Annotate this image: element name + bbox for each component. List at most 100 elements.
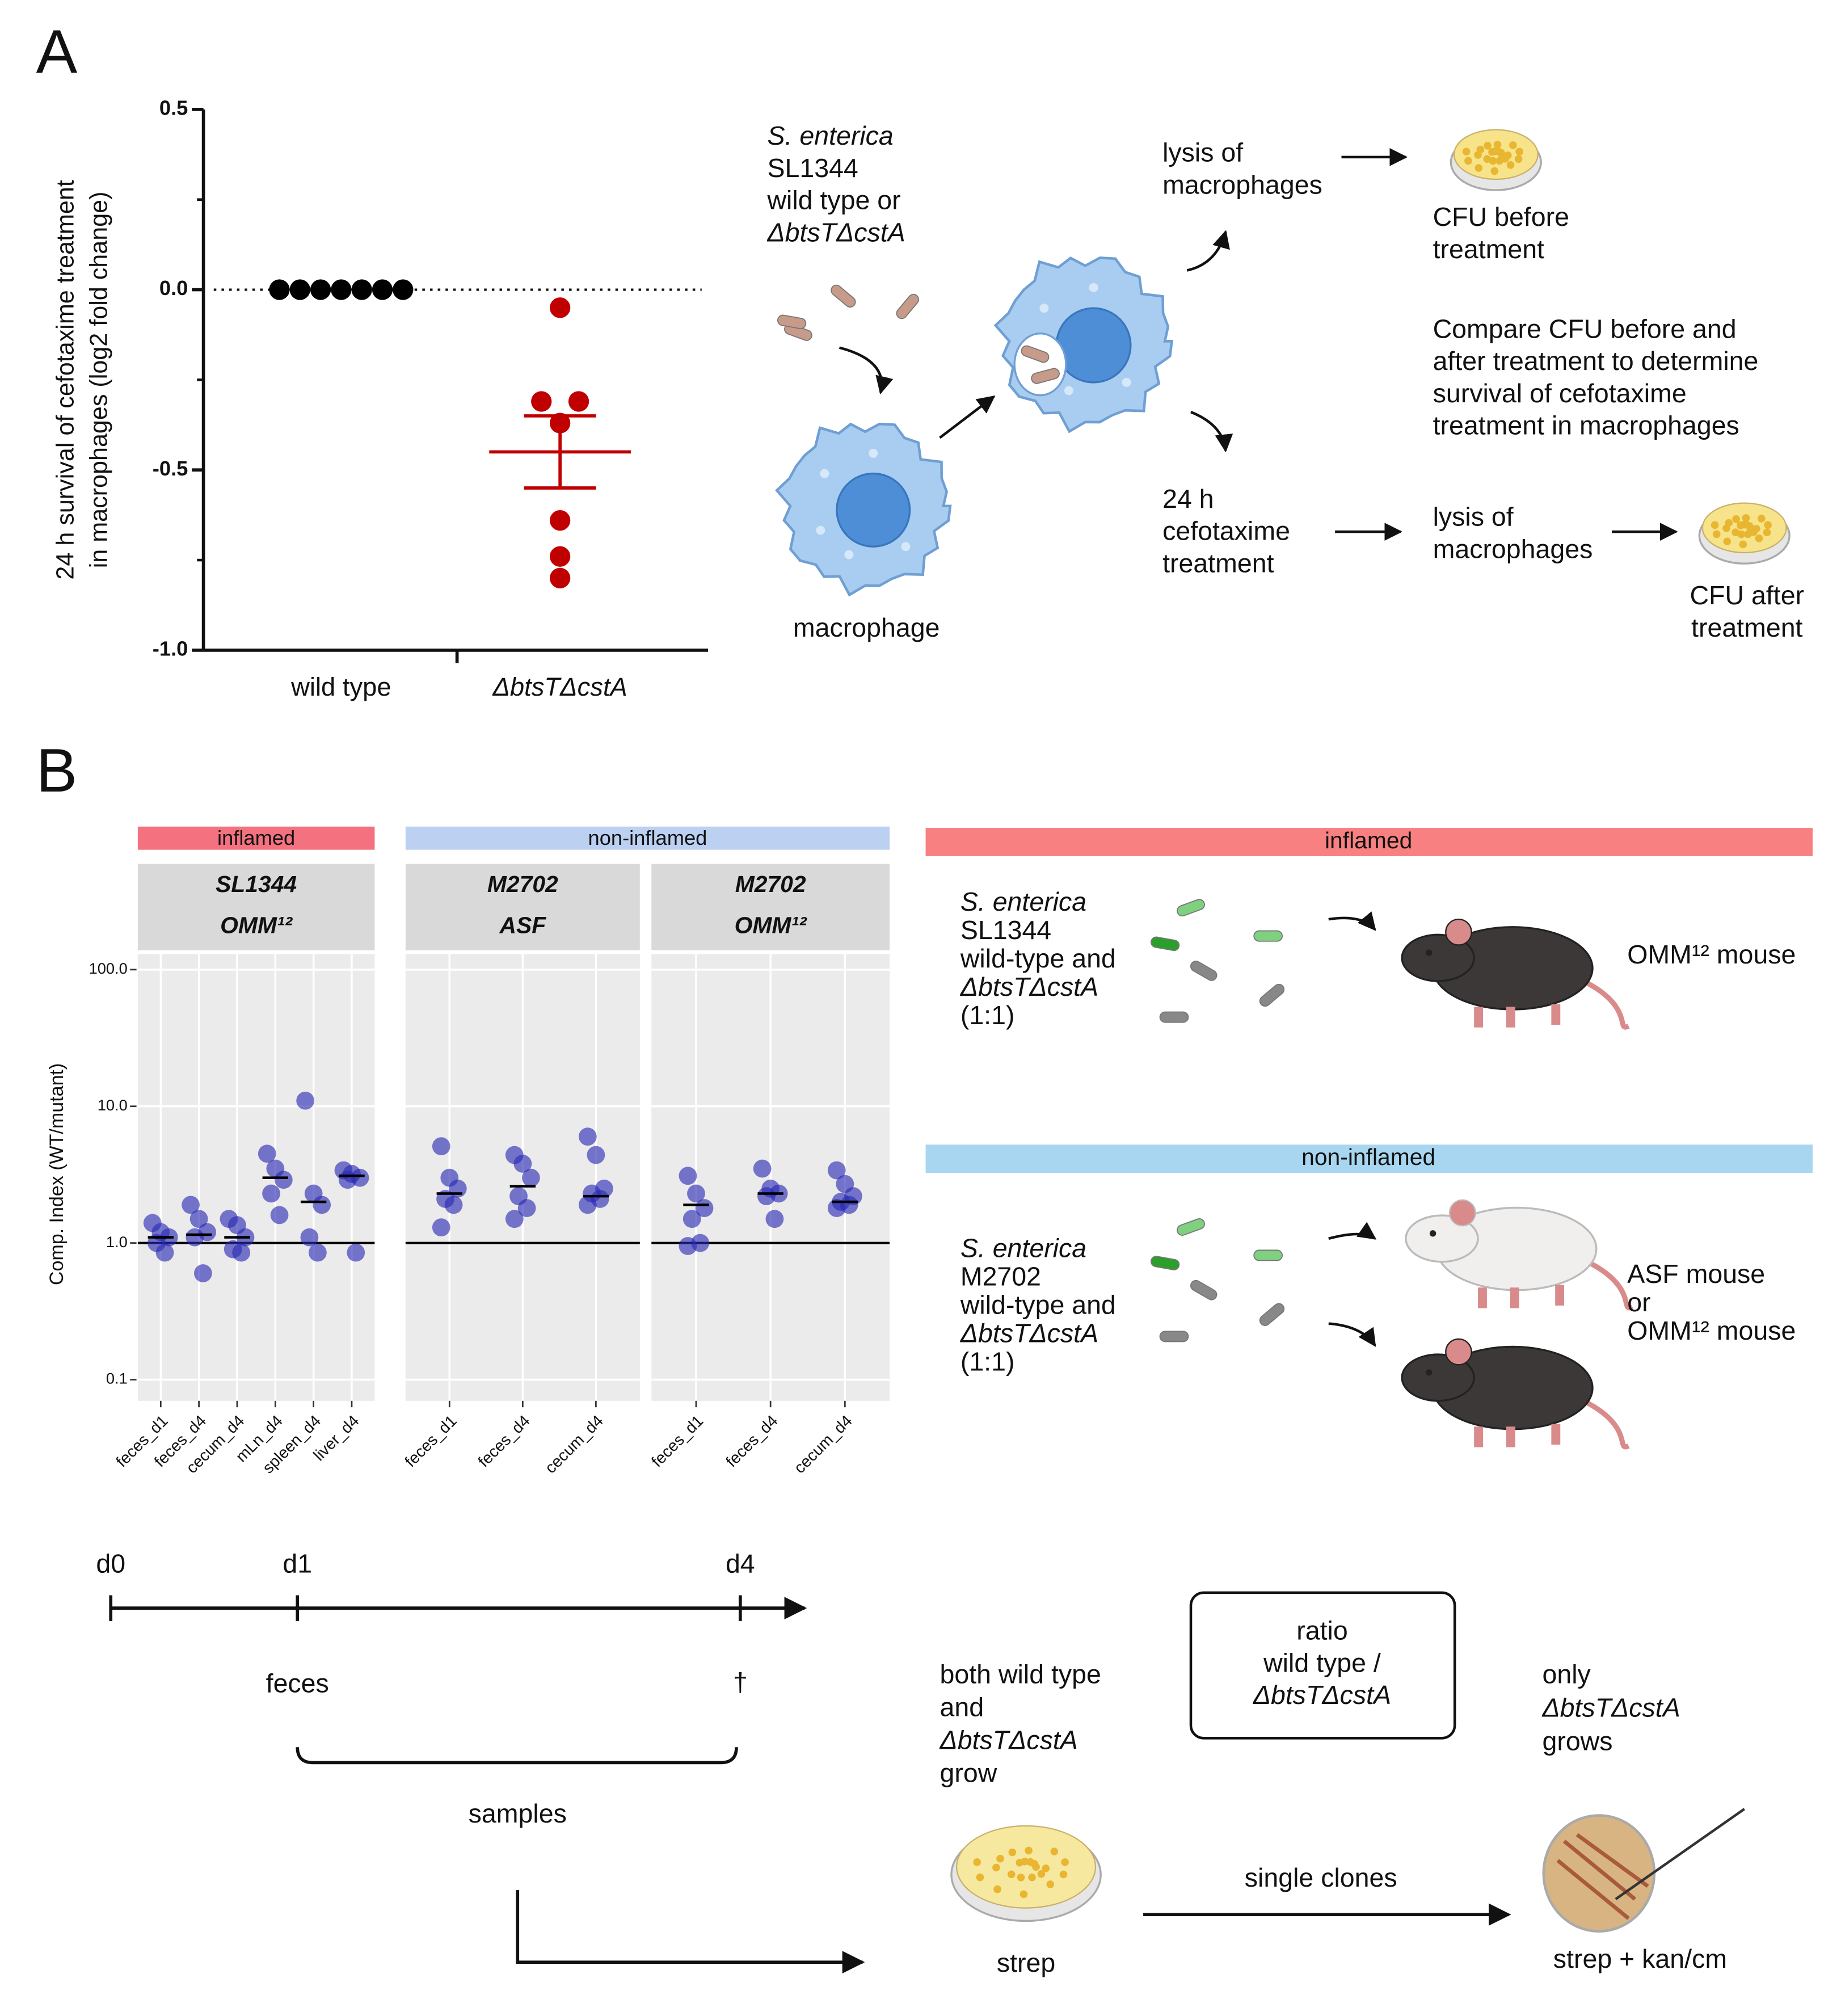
mouse-tail [1582,1398,1630,1450]
y-tick-label: 10.0 [98,1096,128,1114]
facet-community: OMM¹² [220,912,293,938]
mouse-leg [1510,1287,1519,1308]
colony [1493,141,1502,149]
x-tick-label: wild type [290,672,391,701]
text-line: CFU after [1690,580,1805,610]
data-point [393,279,414,300]
data-point [155,1243,174,1262]
facet-strain: M2702 [487,871,558,897]
mouse-head [1401,1353,1475,1402]
data-point [310,279,331,300]
text-line: ΔbtsTΔcstA [1253,1680,1391,1710]
bacterium-icon [1031,368,1060,384]
text-line: Compare CFU before and [1433,314,1737,343]
colony [1764,521,1772,529]
day-label: d1 [283,1549,312,1579]
data-point [695,1199,714,1218]
data-point [753,1159,772,1178]
condition-header [925,828,1813,856]
text-line: and [940,1693,984,1722]
colony [1050,1847,1059,1855]
bacterium-icon [1177,899,1205,917]
y-tick-label: 1.0 [106,1233,128,1251]
x-tick-label: feces_d4 [722,1412,781,1471]
text-line: CFU before [1433,202,1569,232]
text-line: ΔbtsTΔcstA [766,217,905,247]
bacterium-icon [1190,1280,1217,1300]
mouse-eye [1426,949,1433,956]
data-point [182,1196,200,1214]
vesicle [901,542,911,552]
facet-community: OMM¹² [735,912,807,938]
y-tick-label: 100.0 [89,959,128,977]
text-line: wild type / [1263,1648,1381,1677]
data-point [351,279,372,300]
colony [1737,530,1746,538]
text-line: macrophages [1162,170,1322,199]
colony [1757,515,1766,523]
data-point [444,1196,463,1214]
facet-community: ASF [499,912,547,938]
data-point [186,1228,204,1247]
colony [1489,157,1497,165]
text-line: lysis of [1433,502,1514,532]
data-point [578,1127,597,1146]
bacterium-icon [1177,1218,1205,1236]
mouse-tail [1586,1259,1634,1311]
x-tick-label: cecum_d4 [542,1412,607,1477]
y-tick-label: 0.0 [159,276,188,300]
text-line: ΔbtsTΔcstA [940,1725,1078,1754]
mouse-leg [1506,1426,1515,1447]
label: samples [469,1799,567,1828]
condition-header [405,826,890,850]
condition-label: inflamed [1325,827,1412,853]
colony [1488,148,1496,156]
text-line: SL1344 [767,153,858,183]
data-point [679,1237,697,1255]
macrophage-icon [775,422,952,597]
day-label: d0 [96,1549,125,1579]
text-line: ΔbtsTΔcstA [1541,1693,1680,1723]
bacterium-icon [1151,936,1180,952]
colony [1712,530,1721,538]
text-line: survival of cefotaxime [1433,378,1687,408]
label: single clones [1245,1863,1397,1892]
data-point [300,1228,319,1247]
mouse-leg [1555,1285,1565,1306]
text-line: (1:1) [960,1000,1015,1030]
mouse-ear [1445,919,1472,946]
data-point [309,1243,327,1262]
text-line: wild-type and [960,944,1116,973]
vesicle [869,448,878,458]
bacterium-icon [1259,983,1285,1007]
data-point [587,1146,605,1164]
colony [1464,157,1472,165]
data-point [757,1187,776,1206]
colony [1506,161,1515,169]
data-point [262,1184,280,1203]
colony [1061,1858,1069,1866]
data-point [549,510,571,531]
text-line: S. enterica [960,1234,1086,1263]
text-line: ratio [1296,1616,1347,1645]
data-point [827,1161,846,1180]
data-point [765,1210,784,1228]
colony [1008,1848,1017,1857]
text-line: M2702 [960,1262,1041,1291]
data-point [274,1171,293,1189]
mouse-leg [1478,1287,1487,1308]
text-line: 24 h [1162,484,1214,514]
data-point [193,1264,212,1282]
vesicle [820,469,829,478]
mouse-leg [1551,1424,1561,1445]
data-point [270,1206,289,1224]
text-line: or [1627,1287,1650,1317]
text-line: ASF mouse [1627,1259,1765,1289]
streak [1562,1840,1637,1901]
data-point [531,391,552,412]
bacterium-icon [1021,345,1050,363]
dish-agar [956,1825,1097,1909]
data-point [578,1196,597,1214]
arrow [516,1890,865,1974]
bacterium-icon [1151,1256,1180,1270]
